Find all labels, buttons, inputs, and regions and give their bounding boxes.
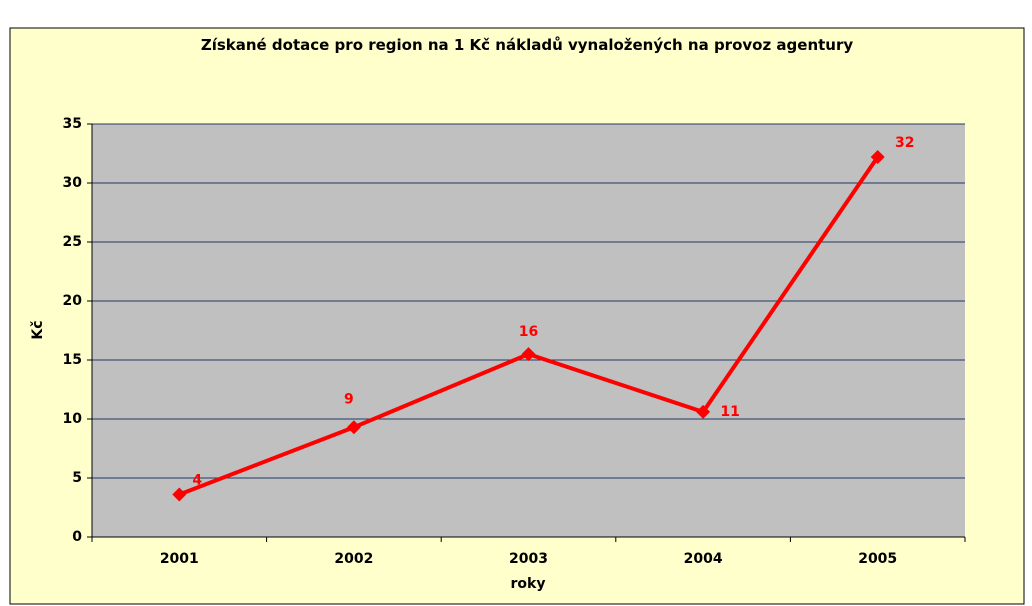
data-label: 11	[720, 404, 739, 420]
marker	[172, 487, 187, 502]
y-tick-label: 35	[63, 116, 82, 132]
y-tick-label: 20	[63, 293, 83, 309]
y-tick-label: 25	[63, 234, 82, 250]
data-label: 16	[519, 324, 538, 340]
data-label: 32	[895, 135, 914, 151]
marker	[870, 150, 885, 165]
data-label: 4	[192, 473, 202, 489]
x-tick-label: 2001	[160, 551, 199, 567]
y-tick-label: 15	[63, 352, 82, 368]
marker	[696, 404, 711, 419]
y-tick-label: 30	[63, 175, 83, 191]
y-tick-label: 0	[72, 529, 82, 545]
x-tick-label: 2002	[334, 551, 373, 567]
plot-area	[92, 124, 965, 537]
x-tick-label: 2003	[509, 551, 548, 567]
marker	[521, 347, 536, 362]
y-tick-label: 5	[72, 470, 82, 486]
y-axis-label: Kč	[30, 320, 46, 339]
data-label: 9	[344, 391, 354, 407]
chart-title: Získané dotace pro region na 1 Kč náklad…	[200, 36, 854, 54]
x-axis-label: roky	[511, 576, 546, 592]
x-tick-label: 2004	[684, 551, 723, 567]
y-tick-label: 10	[63, 411, 83, 427]
marker	[346, 420, 361, 435]
x-tick-label: 2005	[858, 551, 897, 567]
